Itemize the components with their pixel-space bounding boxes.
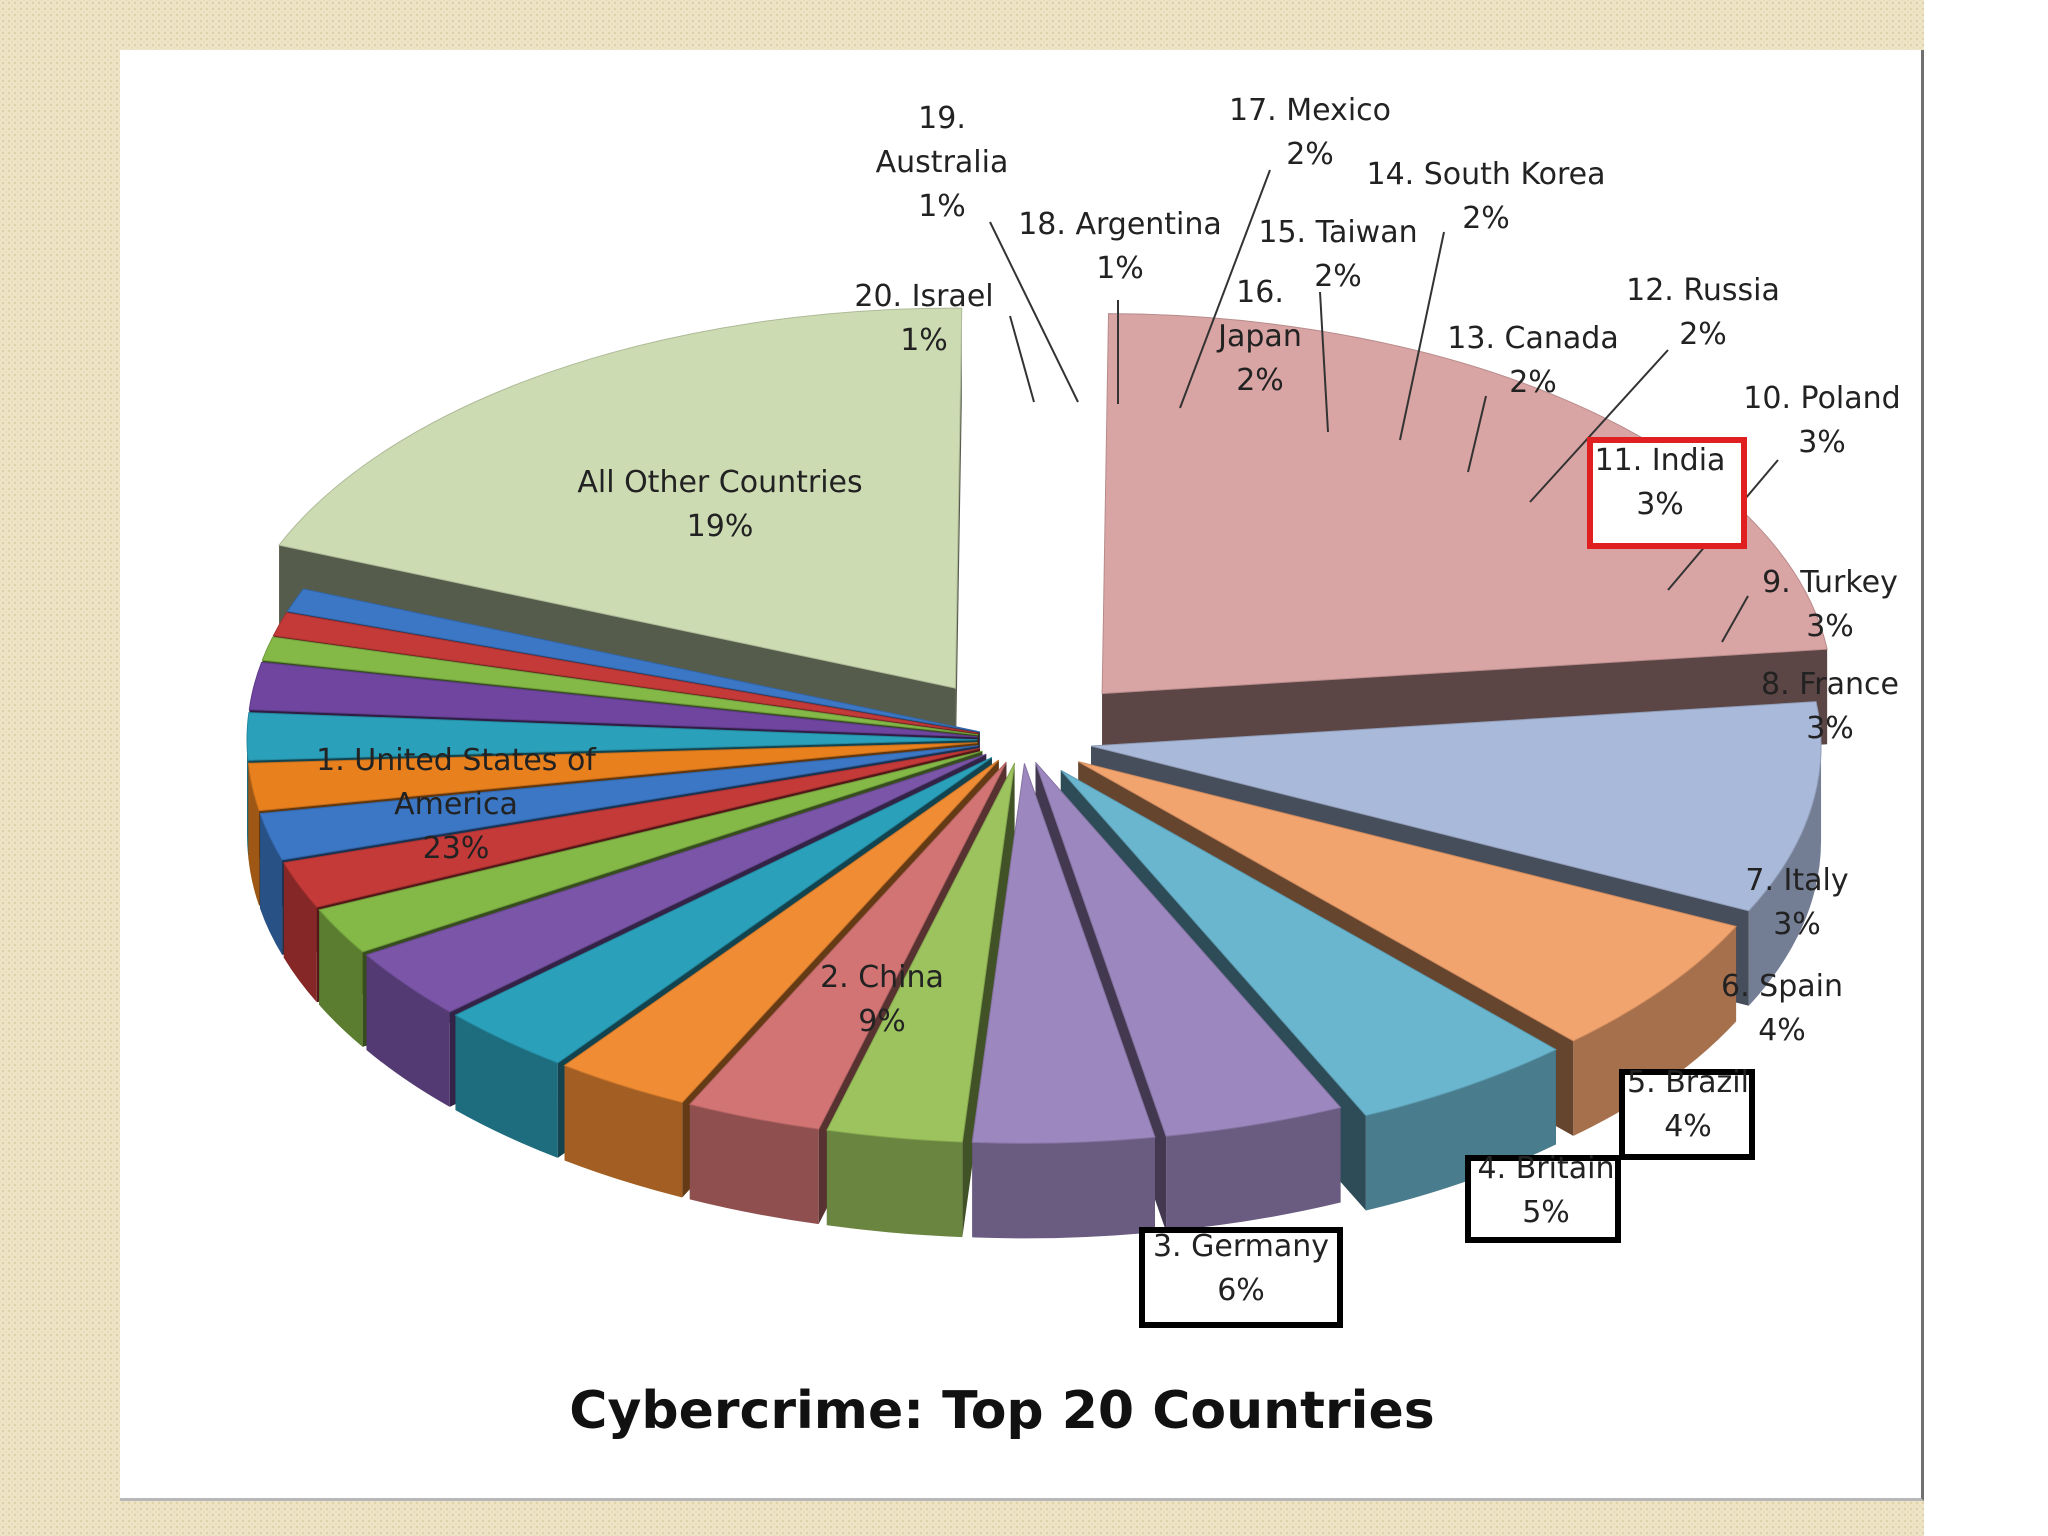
leader-line <box>989 221 1079 403</box>
slice-label: 10. Poland 3% <box>1743 381 1900 460</box>
slice-label: All Other Countries 19% <box>577 465 862 544</box>
leader-line <box>1319 291 1329 433</box>
slice-label: 4. Britain 5% <box>1478 1151 1615 1230</box>
slice-label: 17. Mexico 2% <box>1229 93 1391 172</box>
slice-label: 15. Taiwan 2% <box>1258 215 1417 294</box>
leader-line <box>1009 315 1035 403</box>
slice-label: 3. Germany 6% <box>1153 1229 1329 1308</box>
highlight-box <box>1619 1069 1755 1160</box>
slice-label: 19. Australia 1% <box>876 101 1009 224</box>
highlight-box <box>1587 437 1747 549</box>
slice-label: 16. Japan 2% <box>1216 275 1302 398</box>
slice-label: 18. Argentina 1% <box>1018 207 1222 286</box>
right-strip <box>1924 0 2048 1536</box>
slice-label: 2. China 9% <box>820 960 944 1039</box>
slice-label: 1. United States of America 23% <box>316 743 597 866</box>
leader-line <box>1721 595 1749 643</box>
slice-label: 11. India 3% <box>1595 443 1726 522</box>
leader-line <box>1529 349 1669 503</box>
leader-line <box>1179 169 1271 409</box>
slice-label: 8. France 3% <box>1761 667 1899 746</box>
highlight-box <box>1465 1155 1621 1243</box>
leader-line <box>1399 231 1445 441</box>
slice-label: 14. South Korea 2% <box>1366 157 1605 236</box>
leader-line <box>1467 395 1487 473</box>
slice-label: 5. Brazil 4% <box>1627 1065 1749 1144</box>
slice-label: 12. Russia 2% <box>1626 273 1780 352</box>
chart-title: Cybercrime: Top 20 Countries <box>569 1381 1434 1441</box>
pie-slice <box>971 763 1156 1239</box>
highlight-box <box>1139 1227 1343 1328</box>
slice-label: 20. Israel 1% <box>854 279 993 358</box>
slice-label: 6. Spain 4% <box>1721 969 1843 1048</box>
slice-label: 7. Italy 3% <box>1745 863 1848 942</box>
slice-label: 9. Turkey 3% <box>1762 565 1898 644</box>
slice-label: 13. Canada 2% <box>1447 321 1618 400</box>
